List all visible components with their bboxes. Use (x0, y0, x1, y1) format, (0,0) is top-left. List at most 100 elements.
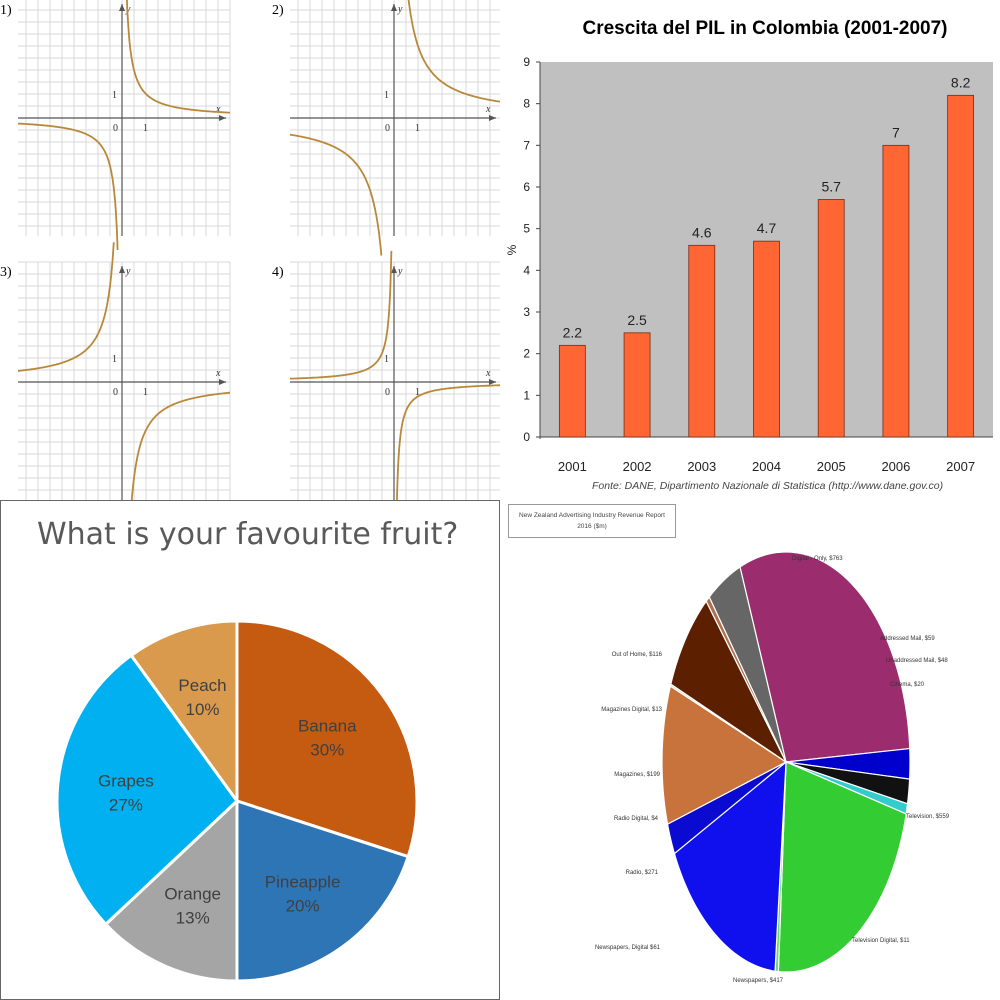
graph-number: 4) (272, 265, 284, 280)
pie-slice-banana (235, 619, 419, 859)
slice-label: Newspapers, Digital $61 (595, 945, 661, 951)
slice-label: Out of Home, $116 (612, 652, 663, 658)
pie-slice (785, 747, 911, 780)
gdp-chart-title: Crescita del PIL in Colombia (2001-2007) (582, 18, 947, 39)
tick-zero: 0 (385, 123, 390, 134)
slice-label: Newspapers, $417 (733, 978, 784, 984)
y-tick-label: 7 (523, 138, 530, 152)
bar (882, 144, 910, 438)
nz-chart-title: New Zealand Advertising Industry Revenue… (508, 504, 676, 538)
tick-one-y: 1 (384, 90, 389, 101)
bar-value-label: 5.7 (821, 179, 841, 195)
x-tick-label: 2002 (623, 459, 652, 474)
pie-slice-orange (103, 797, 239, 983)
bar (817, 199, 845, 438)
bar-value-label: 4.7 (757, 220, 777, 236)
graph-number: 2) (272, 3, 284, 18)
x-tick-label: 2005 (817, 459, 846, 474)
fruit-chart-panel: What is your favourite fruit? Banana 30% P… (0, 500, 500, 1000)
bar (558, 344, 586, 438)
slice-pct-label: 30% (310, 740, 344, 759)
bar-value-label: 4.6 (692, 224, 712, 240)
graph-number: 1) (0, 3, 12, 18)
nz-title-line-2: 2016 ($m) (577, 523, 607, 530)
slice-label: Radio, $271 (626, 870, 659, 876)
slice-label: Magazines, $199 (614, 772, 660, 778)
curve-branch-2 (17, 122, 119, 251)
function-graphs: xy0 111)xy0 112)xy0 113)xy0 114) (0, 0, 500, 500)
x-axis-label: x (215, 368, 221, 379)
y-tick-label: 1 (523, 388, 530, 402)
slice-label: Addressed Mail, $59 (880, 636, 935, 642)
curve-branch-1 (407, 0, 500, 103)
pie-slice (673, 760, 787, 972)
tick-one-y: 1 (384, 354, 389, 365)
tick-zero: 0 (113, 387, 118, 398)
pie-slice-peach (129, 619, 239, 806)
slice-label: Television, $559 (906, 814, 950, 820)
bar (623, 332, 651, 438)
bar (947, 94, 975, 438)
y-axis-arrow (119, 4, 125, 11)
pie-slice (661, 685, 788, 826)
slice-pct-label: 13% (176, 908, 210, 927)
x-tick-label: 2004 (752, 459, 781, 474)
x-axis-arrow (219, 379, 226, 385)
y-axis-arrow (391, 4, 397, 11)
slice-label: Unaddressed Mail, $48 (886, 658, 948, 664)
slice-name-label: Orange (164, 884, 221, 903)
gdp-chart-panel: Crescita del PIL in Colombia (2001-2007)… (500, 0, 1000, 500)
graph-3: x y 0 1 1 3) (0, 242, 231, 500)
curve-branch-2 (290, 250, 393, 380)
x-axis-arrow (219, 115, 226, 121)
slice-label: Cinema, $20 (890, 682, 925, 688)
slice-label: Magazines Digital, $13 (601, 707, 662, 713)
tick-one-x: 1 (415, 387, 420, 398)
pie-slice (777, 761, 907, 973)
curve-branch-2 (289, 133, 383, 256)
tick-one-y: 1 (112, 354, 117, 365)
curve-branch-1 (396, 384, 500, 500)
y-axis-label: y (397, 266, 403, 277)
bar-value-label: 7 (892, 124, 900, 140)
y-tick-label: 2 (523, 347, 530, 361)
slice-label: Digital - Only, $763 (792, 556, 843, 562)
x-tick-label: 2003 (687, 459, 716, 474)
gdp-bar-chart: Crescita del PIL in Colombia (2001-2007)… (505, 18, 993, 492)
x-axis-label: x (485, 368, 491, 379)
pie-slice (670, 600, 788, 764)
x-axis-label: x (485, 104, 491, 115)
source-note: Fonte: DANE, Dipartimento Nazionale di S… (592, 480, 943, 492)
curve-branch-1 (130, 391, 230, 500)
bar-value-label: 2.2 (563, 324, 583, 340)
curve-branch-1 (126, 0, 231, 114)
function-graphs-panel: x y 0 1 1 1) x y 0 1 1 2) x y 0 1 1 3) x y 0 1 1 4) (0, 0, 500, 500)
y-tick-label: 4 (523, 263, 530, 277)
nz-pie-chart: Digital - Only, $763 Addressed Mail, $59 U… (595, 551, 950, 984)
y-axis-label: y (125, 266, 131, 277)
slice-name-label: Peach (178, 676, 226, 695)
pie-slice (666, 761, 787, 855)
y-axis-label: % (505, 244, 519, 255)
curve-branch-2 (18, 242, 115, 372)
y-tick-label: 3 (523, 305, 530, 319)
slice-pct-label: 20% (286, 896, 320, 915)
tick-zero: 0 (113, 123, 118, 134)
fruit-chart-title: What is your favourite fruit? (37, 517, 459, 552)
x-tick-label: 2006 (881, 459, 910, 474)
tick-one-x: 1 (143, 387, 148, 398)
slice-label: Radio Digital, $4 (614, 816, 659, 822)
pie-slice-grapes (55, 653, 239, 927)
y-tick-label: 0 (523, 430, 530, 444)
bar-value-label: 8.2 (951, 74, 971, 90)
pie-slice (708, 565, 787, 763)
y-tick-label: 6 (523, 180, 530, 194)
slice-name-label: Pineapple (265, 872, 341, 891)
slice-name-label: Banana (298, 716, 357, 735)
pie-slice-pineapple (235, 798, 411, 983)
pie-slice (739, 551, 911, 763)
slice-name-label: Grapes (98, 771, 154, 790)
bar-value-label: 2.5 (627, 312, 647, 328)
bar (688, 244, 716, 438)
graph-number: 3) (0, 265, 12, 280)
